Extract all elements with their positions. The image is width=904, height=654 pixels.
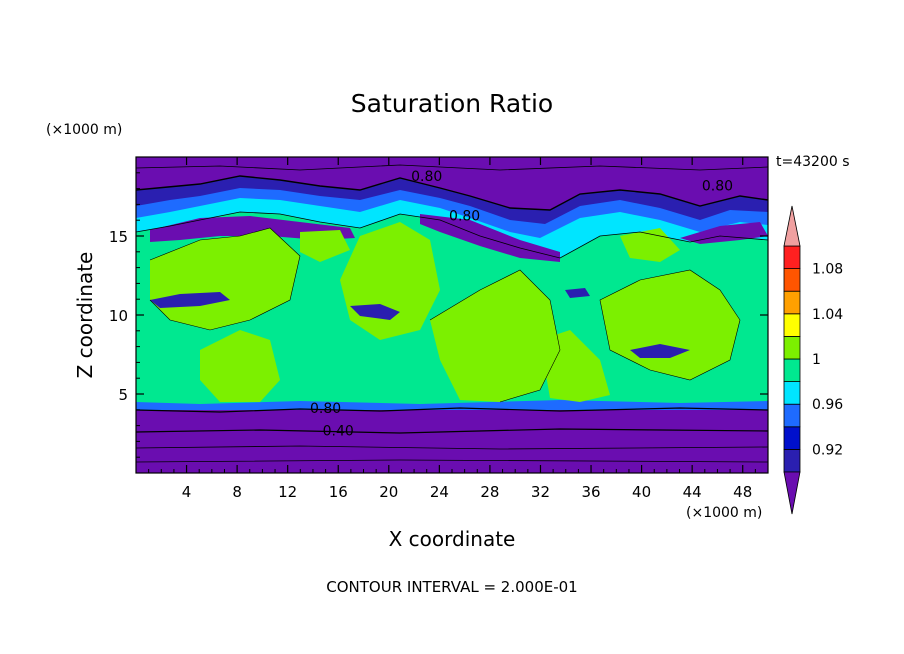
x-tick-label: 20 [379, 483, 398, 501]
colorbar-segment [783, 290, 801, 315]
colorbar-segment [783, 381, 801, 405]
colorbar-segment [783, 335, 801, 360]
band-upper-dry-layer [136, 157, 768, 210]
x-axis-label: X coordinate [389, 527, 516, 551]
x-tick-label: 28 [480, 483, 499, 501]
colorbar-segment [783, 448, 801, 473]
colorbar-label: 1.04 [812, 307, 843, 323]
plot-area [136, 157, 768, 473]
colorbar-label: 1.08 [812, 262, 843, 278]
x-tick-label: 12 [278, 483, 297, 501]
contour-line-mid-2 [429, 269, 561, 403]
time-label: t=43200 s [776, 154, 850, 170]
y-tick-label: 15 [109, 228, 128, 246]
x-tick-label: 48 [733, 483, 752, 501]
x-tick-label: 44 [683, 483, 702, 501]
x-tick-label: 8 [232, 483, 242, 501]
y-axis-label: Z coordinate [73, 252, 97, 379]
x-tick-label: 40 [632, 483, 651, 501]
colorbar-label: 1 [812, 352, 821, 368]
green-region-8 [300, 230, 350, 262]
x-tick-label: 32 [531, 483, 550, 501]
dry-streak-2 [350, 304, 400, 320]
colorbar-segment [783, 358, 801, 383]
contour-line-0.80-upper [136, 175, 768, 211]
chart-title: Saturation Ratio [351, 89, 553, 118]
y-tick-label: 10 [109, 307, 128, 325]
colorbar-segment [783, 313, 801, 337]
contour-label: 0.80 [449, 208, 480, 224]
colorbar-segment [783, 426, 801, 450]
green-region-7 [620, 228, 680, 262]
y-axis: 5 10 15 [109, 172, 768, 458]
contour-line-mid-3 [599, 269, 741, 381]
contour-line-0.40 [136, 428, 768, 434]
contour-label: 0.80 [411, 169, 442, 185]
contour-line-lower-2 [136, 459, 768, 463]
contour-line-0.80-lower [136, 407, 768, 413]
y-tick-label: 5 [118, 386, 128, 404]
contour-labels: 0.80 0.40 0.80 0.80 0.80 [310, 169, 733, 439]
band-lower-edge-blue [136, 400, 768, 410]
colorbar-label: 0.92 [812, 442, 843, 458]
x-tick-label: 36 [581, 483, 600, 501]
x-tick-label: 24 [430, 483, 449, 501]
dry-streak-3 [565, 288, 590, 298]
green-region-3 [430, 270, 560, 402]
colorbar-extend-low [783, 471, 801, 515]
contour-interval-note: CONTOUR INTERVAL = 2.000E-01 [326, 578, 577, 596]
contour-label: 0.80 [310, 401, 341, 417]
colorbar-segment [783, 245, 801, 270]
dry-streak-1 [150, 292, 230, 308]
band-lower-dry-layer [136, 408, 768, 473]
y-unit-label: (×1000 m) [46, 122, 122, 138]
colorbar-segment [783, 403, 801, 428]
contour-line-lower-1 [136, 445, 768, 450]
contour-line-moist-edge [136, 211, 768, 259]
x-tick-label: 4 [182, 483, 192, 501]
dry-streak-4 [630, 344, 690, 358]
colorbar: 0.92 0.96 1 1.04 1.08 [783, 205, 843, 515]
green-region-5 [200, 330, 280, 402]
x-unit-label: (×1000 m) [686, 505, 762, 521]
green-region-6 [540, 330, 610, 402]
x-axis: 4 8 12 16 20 24 28 32 36 40 44 48 [148, 157, 756, 501]
x-tick-label: 16 [329, 483, 348, 501]
contour-label: 0.40 [323, 423, 354, 439]
colorbar-extend-high [783, 205, 801, 247]
colorbar-label: 0.96 [812, 397, 843, 413]
contour-label: 0.80 [702, 178, 733, 194]
contour-line-upper-top [136, 164, 768, 171]
contour-line-mid-1 [149, 227, 301, 331]
colorbar-segment [783, 268, 801, 292]
